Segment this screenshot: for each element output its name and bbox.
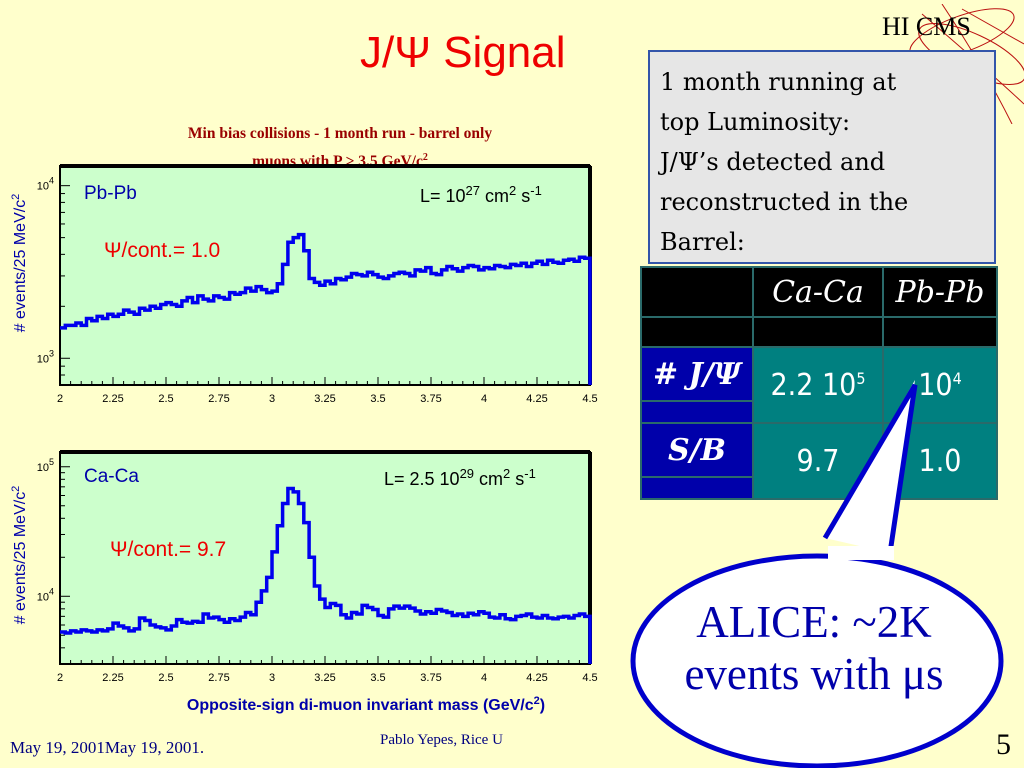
page-number: 5 <box>996 728 1011 761</box>
bubble-line-2: events with μs <box>684 649 944 699</box>
ratio-label: Ψ/cont.= 9.7 <box>110 538 226 561</box>
logo-text: HI CMS <box>882 12 971 41</box>
footer-author: Pablo Yepes, Rice U <box>380 732 503 748</box>
histogram-series <box>60 486 592 664</box>
table-header-caca: Ca-Ca <box>752 266 884 318</box>
chart-panel-0: 2 2.25 2.5 2.75 3 3.25 3.5 3.75 4 4.25 4.5 103 104 Pb… <box>10 164 598 405</box>
row-spacer-2 <box>640 476 754 500</box>
x-tick-label: 4 <box>481 393 487 405</box>
x-tick-label: 2 <box>57 393 63 405</box>
y-tick-label: 105 <box>37 457 54 474</box>
y-axis-label: # events/25 MeV/c2 <box>10 194 29 333</box>
y-tick-label: 103 <box>37 348 54 365</box>
panel-label: Ca-Ca <box>84 466 139 487</box>
table-subheader-pbpb <box>882 316 998 348</box>
cell-njpsi-caca-value: 2.2 10 <box>770 367 857 403</box>
y-axis-label: # events/25 MeV/c2 <box>10 486 29 625</box>
info-box: 1 month running at top Luminosity: J/Ψ’s… <box>648 50 996 264</box>
x-tick-label: 4.5 <box>582 672 597 684</box>
x-tick-label: 4.25 <box>526 393 547 405</box>
x-tick-label: 3 <box>269 672 275 684</box>
x-tick-label: 2 <box>57 672 63 684</box>
info-line-1: 1 month running at <box>660 68 897 96</box>
x-tick-label: 2.75 <box>208 672 229 684</box>
table-header-pbpb: Pb-Pb <box>882 266 998 318</box>
x-tick-label: 4.25 <box>526 672 547 684</box>
x-tick-label: 4.5 <box>582 393 597 405</box>
x-tick-label: 3.75 <box>420 393 441 405</box>
x-tick-label: 3 <box>269 393 275 405</box>
speech-bubble <box>630 380 1004 768</box>
row-spacer-1 <box>640 400 754 424</box>
x-tick-label: 4 <box>481 672 487 684</box>
cell-njpsi-pbpb-value: 10 <box>918 367 953 403</box>
table-subheader-caca <box>752 316 884 348</box>
stats-table: Ca-Ca Pb-Pb # J/Ψ 2.2 105 104 S/B 9.7 1.… <box>640 266 998 500</box>
footer-date: May 19, 2001May 19, 2001. <box>10 738 205 757</box>
plot-area <box>59 165 591 386</box>
ratio-label: Ψ/cont.= 1.0 <box>104 239 220 262</box>
bubble-text: ALICE: ~2K events with μs <box>632 596 996 700</box>
info-line-5: Barrel: <box>660 228 745 256</box>
bubble-line-1: ALICE: ~2K <box>696 597 932 647</box>
histogram-charts: 2 2.25 2.5 2.75 3 3.25 3.5 3.75 4 4.25 4.5 103 104 Pb… <box>10 164 598 714</box>
table-subheader <box>640 316 754 348</box>
info-line-3: J/Ψ’s detected and <box>660 148 886 176</box>
x-tick-label: 3.75 <box>420 672 441 684</box>
slide-title: J/Ψ Signal <box>360 28 566 77</box>
x-tick-label: 2.25 <box>102 393 123 405</box>
x-tick-label: 3.25 <box>314 393 335 405</box>
histogram-series <box>60 232 592 385</box>
cell-njpsi-caca-exp: 5 <box>856 368 866 388</box>
info-line-4: reconstructed in the <box>660 188 909 216</box>
table-header-empty <box>640 266 754 318</box>
y-tick-label: 104 <box>37 176 54 193</box>
subtitle-line-1: Min bias collisions - 1 month run - barr… <box>187 125 493 142</box>
y-tick-label: 104 <box>37 586 54 603</box>
panel-label: Pb-Pb <box>84 183 137 204</box>
x-tick-label: 3.5 <box>370 672 385 684</box>
x-tick-label: 2.75 <box>208 393 229 405</box>
luminosity-label: L= 2.5 1029 cm2 s-1 <box>384 466 536 489</box>
luminosity-label: L= 1027 cm2 s-1 <box>420 183 542 206</box>
row-label-njpsi: # J/Ψ <box>640 346 754 402</box>
plot-area <box>59 451 591 665</box>
cell-njpsi-caca: 2.2 105 <box>752 346 884 424</box>
chart-panel-1: 2 2.25 2.5 2.75 3 3.25 3.5 3.75 4 4.25 4.5 104 105 Ca… <box>10 450 598 684</box>
x-tick-label: 2.5 <box>158 393 173 405</box>
x-tick-label: 2.25 <box>102 672 123 684</box>
x-axis-label: Opposite-sign di-muon invariant mass (Ge… <box>187 695 545 714</box>
row-label-sb: S/B <box>640 422 754 478</box>
info-line-2: top Luminosity: <box>660 108 851 136</box>
x-tick-label: 3.5 <box>370 393 385 405</box>
cell-njpsi-pbpb-exp: 4 <box>952 368 962 388</box>
x-tick-label: 2.5 <box>158 672 173 684</box>
x-tick-label: 3.25 <box>314 672 335 684</box>
